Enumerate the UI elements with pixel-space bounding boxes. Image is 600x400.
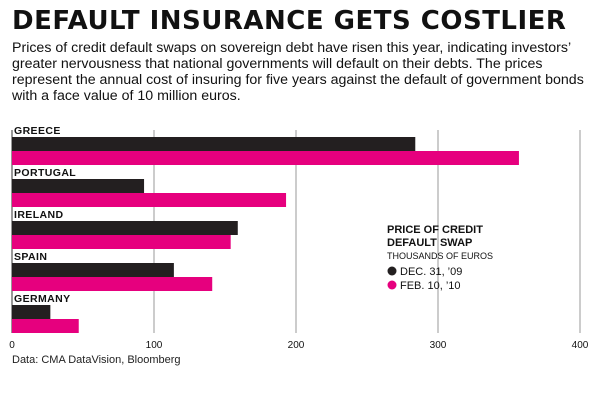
legend-title-line1: PRICE OF CREDIT [387, 224, 483, 236]
x-tick-label: 400 [572, 340, 589, 351]
x-tick-label: 200 [288, 340, 305, 351]
category-label: IRELAND [14, 209, 63, 221]
legend-label-dec: DEC. 31, ’09 [400, 266, 462, 278]
bar [12, 193, 287, 207]
source-note: Data: CMA DataVision, Bloomberg [12, 354, 181, 366]
bars [12, 137, 519, 333]
x-tick-label: 100 [146, 340, 163, 351]
legend-label-feb: FEB. 10, ’10 [400, 280, 461, 292]
legend-swatch-dec [387, 266, 397, 276]
category-label: GREECE [14, 125, 61, 137]
x-tick-label: 0 [9, 340, 15, 351]
legend: PRICE OF CREDIT DEFAULT SWAP THOUSANDS O… [387, 224, 493, 292]
bar [12, 305, 51, 319]
category-label: SPAIN [14, 251, 47, 263]
bar [12, 179, 145, 193]
tick-labels: 0 100 200 300 400 [9, 340, 589, 351]
bar [12, 137, 416, 151]
bar [12, 263, 174, 277]
category-labels: GREECE PORTUGAL IRELAND SPAIN GERMANY [14, 125, 76, 305]
legend-swatch-feb [387, 280, 397, 290]
category-label: GERMANY [14, 293, 70, 305]
bar [12, 277, 213, 291]
x-tick-label: 300 [430, 340, 447, 351]
legend-title-line2: DEFAULT SWAP [387, 237, 472, 249]
bar [12, 151, 519, 165]
category-label: PORTUGAL [14, 167, 76, 179]
chart-subtitle: Prices of credit default swaps on sovere… [12, 40, 584, 104]
bar [12, 221, 238, 235]
chart-title: DEFAULT INSURANCE GETS COSTLIER [12, 6, 567, 36]
legend-units: THOUSANDS OF EUROS [387, 251, 493, 261]
bar [12, 235, 231, 249]
bar [12, 319, 79, 333]
